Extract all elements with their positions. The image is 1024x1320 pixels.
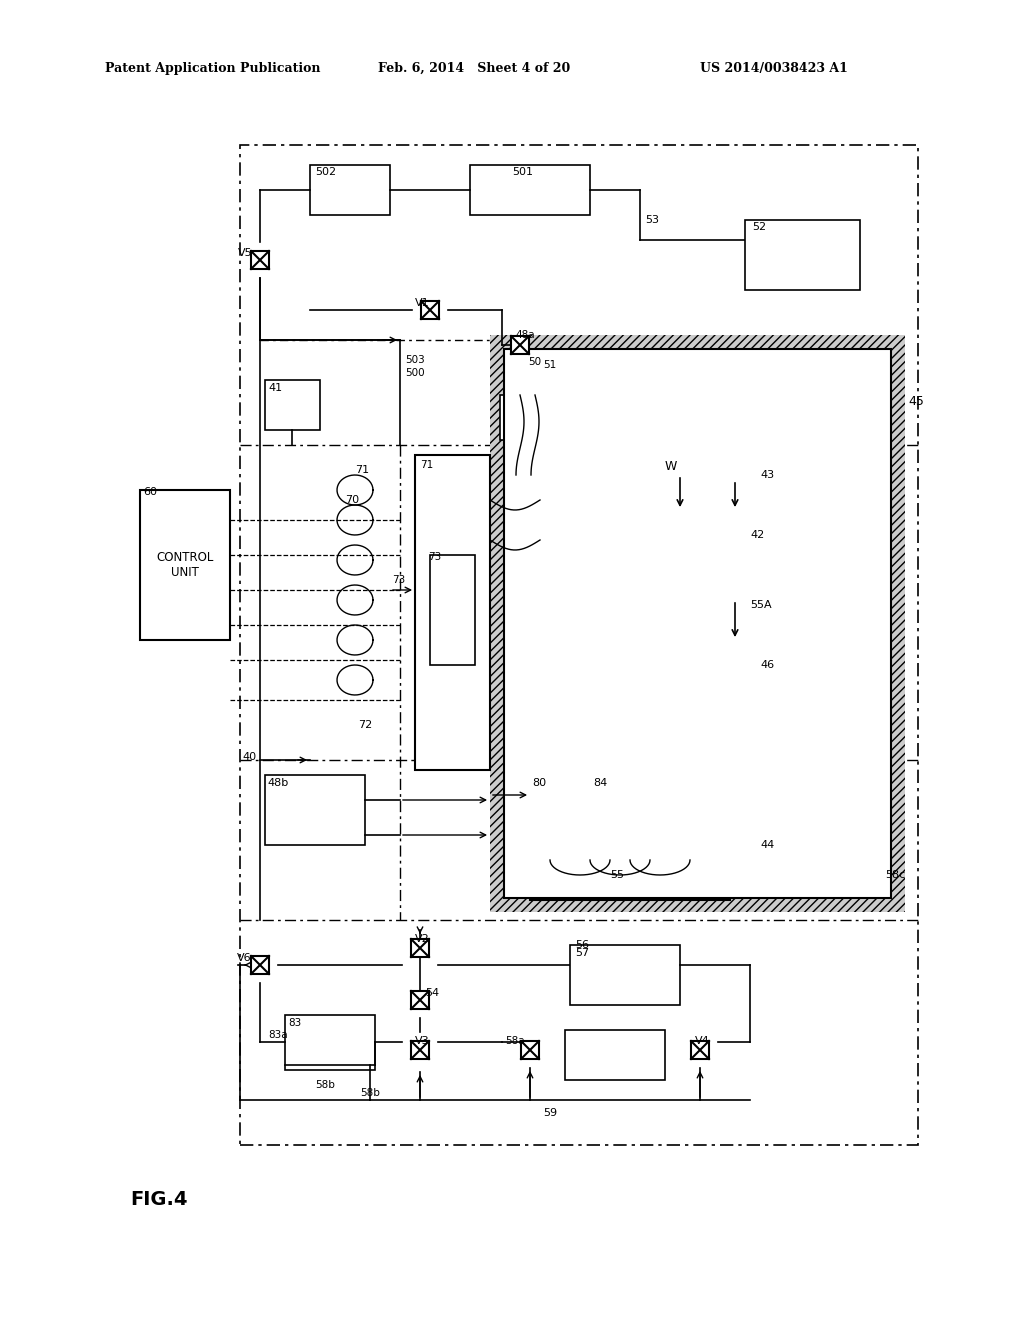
Bar — [411, 991, 429, 1008]
Text: 53: 53 — [645, 215, 659, 224]
Bar — [470, 165, 590, 215]
Text: 52: 52 — [752, 222, 766, 232]
Bar — [511, 337, 529, 354]
Text: 58c: 58c — [885, 870, 905, 880]
Text: V1: V1 — [415, 298, 430, 308]
Text: 41: 41 — [268, 383, 283, 393]
Text: 83: 83 — [288, 1018, 301, 1028]
Bar — [504, 348, 891, 898]
Bar — [490, 335, 905, 912]
Text: 73: 73 — [392, 576, 406, 585]
Bar — [720, 579, 745, 630]
Text: 501: 501 — [512, 168, 534, 177]
Bar — [570, 945, 680, 1005]
Text: V4: V4 — [695, 1036, 710, 1045]
Text: 500: 500 — [406, 368, 425, 378]
Bar — [251, 956, 269, 974]
Text: Patent Application Publication: Patent Application Publication — [105, 62, 321, 75]
Text: 72: 72 — [358, 719, 373, 730]
Bar — [565, 1030, 665, 1080]
Text: 40: 40 — [242, 752, 256, 762]
Text: 50: 50 — [528, 356, 541, 367]
Text: 60: 60 — [143, 487, 157, 498]
Text: 55: 55 — [610, 870, 624, 880]
Bar — [285, 1015, 375, 1071]
Text: 70: 70 — [345, 495, 359, 506]
Bar — [310, 165, 390, 215]
Text: 502: 502 — [315, 168, 336, 177]
Text: 73: 73 — [428, 552, 441, 562]
Bar — [240, 145, 918, 1144]
Text: 56: 56 — [575, 940, 589, 950]
Bar — [695, 506, 745, 579]
Bar — [265, 775, 365, 845]
Bar — [421, 301, 439, 319]
Text: V5: V5 — [238, 248, 253, 257]
Text: 84: 84 — [593, 777, 607, 788]
Bar — [691, 1041, 709, 1059]
Text: V6: V6 — [237, 953, 252, 964]
Bar — [500, 395, 535, 440]
Bar — [590, 775, 630, 814]
Text: 58b: 58b — [360, 1088, 380, 1098]
Bar — [540, 535, 575, 615]
Text: 54: 54 — [425, 987, 439, 998]
Text: 57: 57 — [575, 948, 589, 958]
Text: 51: 51 — [543, 360, 556, 370]
Text: 503: 503 — [406, 355, 425, 366]
Text: 83a: 83a — [268, 1030, 288, 1040]
Text: CONTROL
UNIT: CONTROL UNIT — [157, 550, 214, 579]
Text: 59: 59 — [543, 1107, 557, 1118]
Bar — [251, 251, 269, 269]
Text: 71: 71 — [355, 465, 369, 475]
Text: V3: V3 — [415, 1036, 430, 1045]
Bar — [415, 455, 490, 770]
Bar — [411, 1041, 429, 1059]
Text: 48b: 48b — [267, 777, 288, 788]
Text: 43: 43 — [760, 470, 774, 480]
Text: 44: 44 — [760, 840, 774, 850]
Bar — [530, 820, 730, 900]
Bar — [745, 220, 860, 290]
Text: US 2014/0038423 A1: US 2014/0038423 A1 — [700, 62, 848, 75]
Bar — [540, 455, 575, 535]
Text: 48a: 48a — [515, 330, 535, 341]
Bar — [430, 554, 475, 665]
Text: Feb. 6, 2014   Sheet 4 of 20: Feb. 6, 2014 Sheet 4 of 20 — [378, 62, 570, 75]
Bar — [530, 775, 570, 814]
Text: 58b: 58b — [315, 1080, 335, 1090]
Text: 55A: 55A — [750, 601, 772, 610]
Bar — [140, 490, 230, 640]
Bar — [521, 1041, 539, 1059]
Text: FIG.4: FIG.4 — [130, 1191, 187, 1209]
Text: 42: 42 — [750, 531, 764, 540]
Bar — [265, 380, 319, 430]
Text: 45: 45 — [908, 395, 924, 408]
Bar — [411, 939, 429, 957]
Text: 80: 80 — [532, 777, 546, 788]
Bar — [720, 455, 745, 506]
Text: 58a: 58a — [505, 1036, 524, 1045]
Text: W: W — [665, 459, 677, 473]
Text: V2: V2 — [415, 935, 430, 944]
Text: 71: 71 — [420, 459, 433, 470]
Text: 46: 46 — [760, 660, 774, 671]
